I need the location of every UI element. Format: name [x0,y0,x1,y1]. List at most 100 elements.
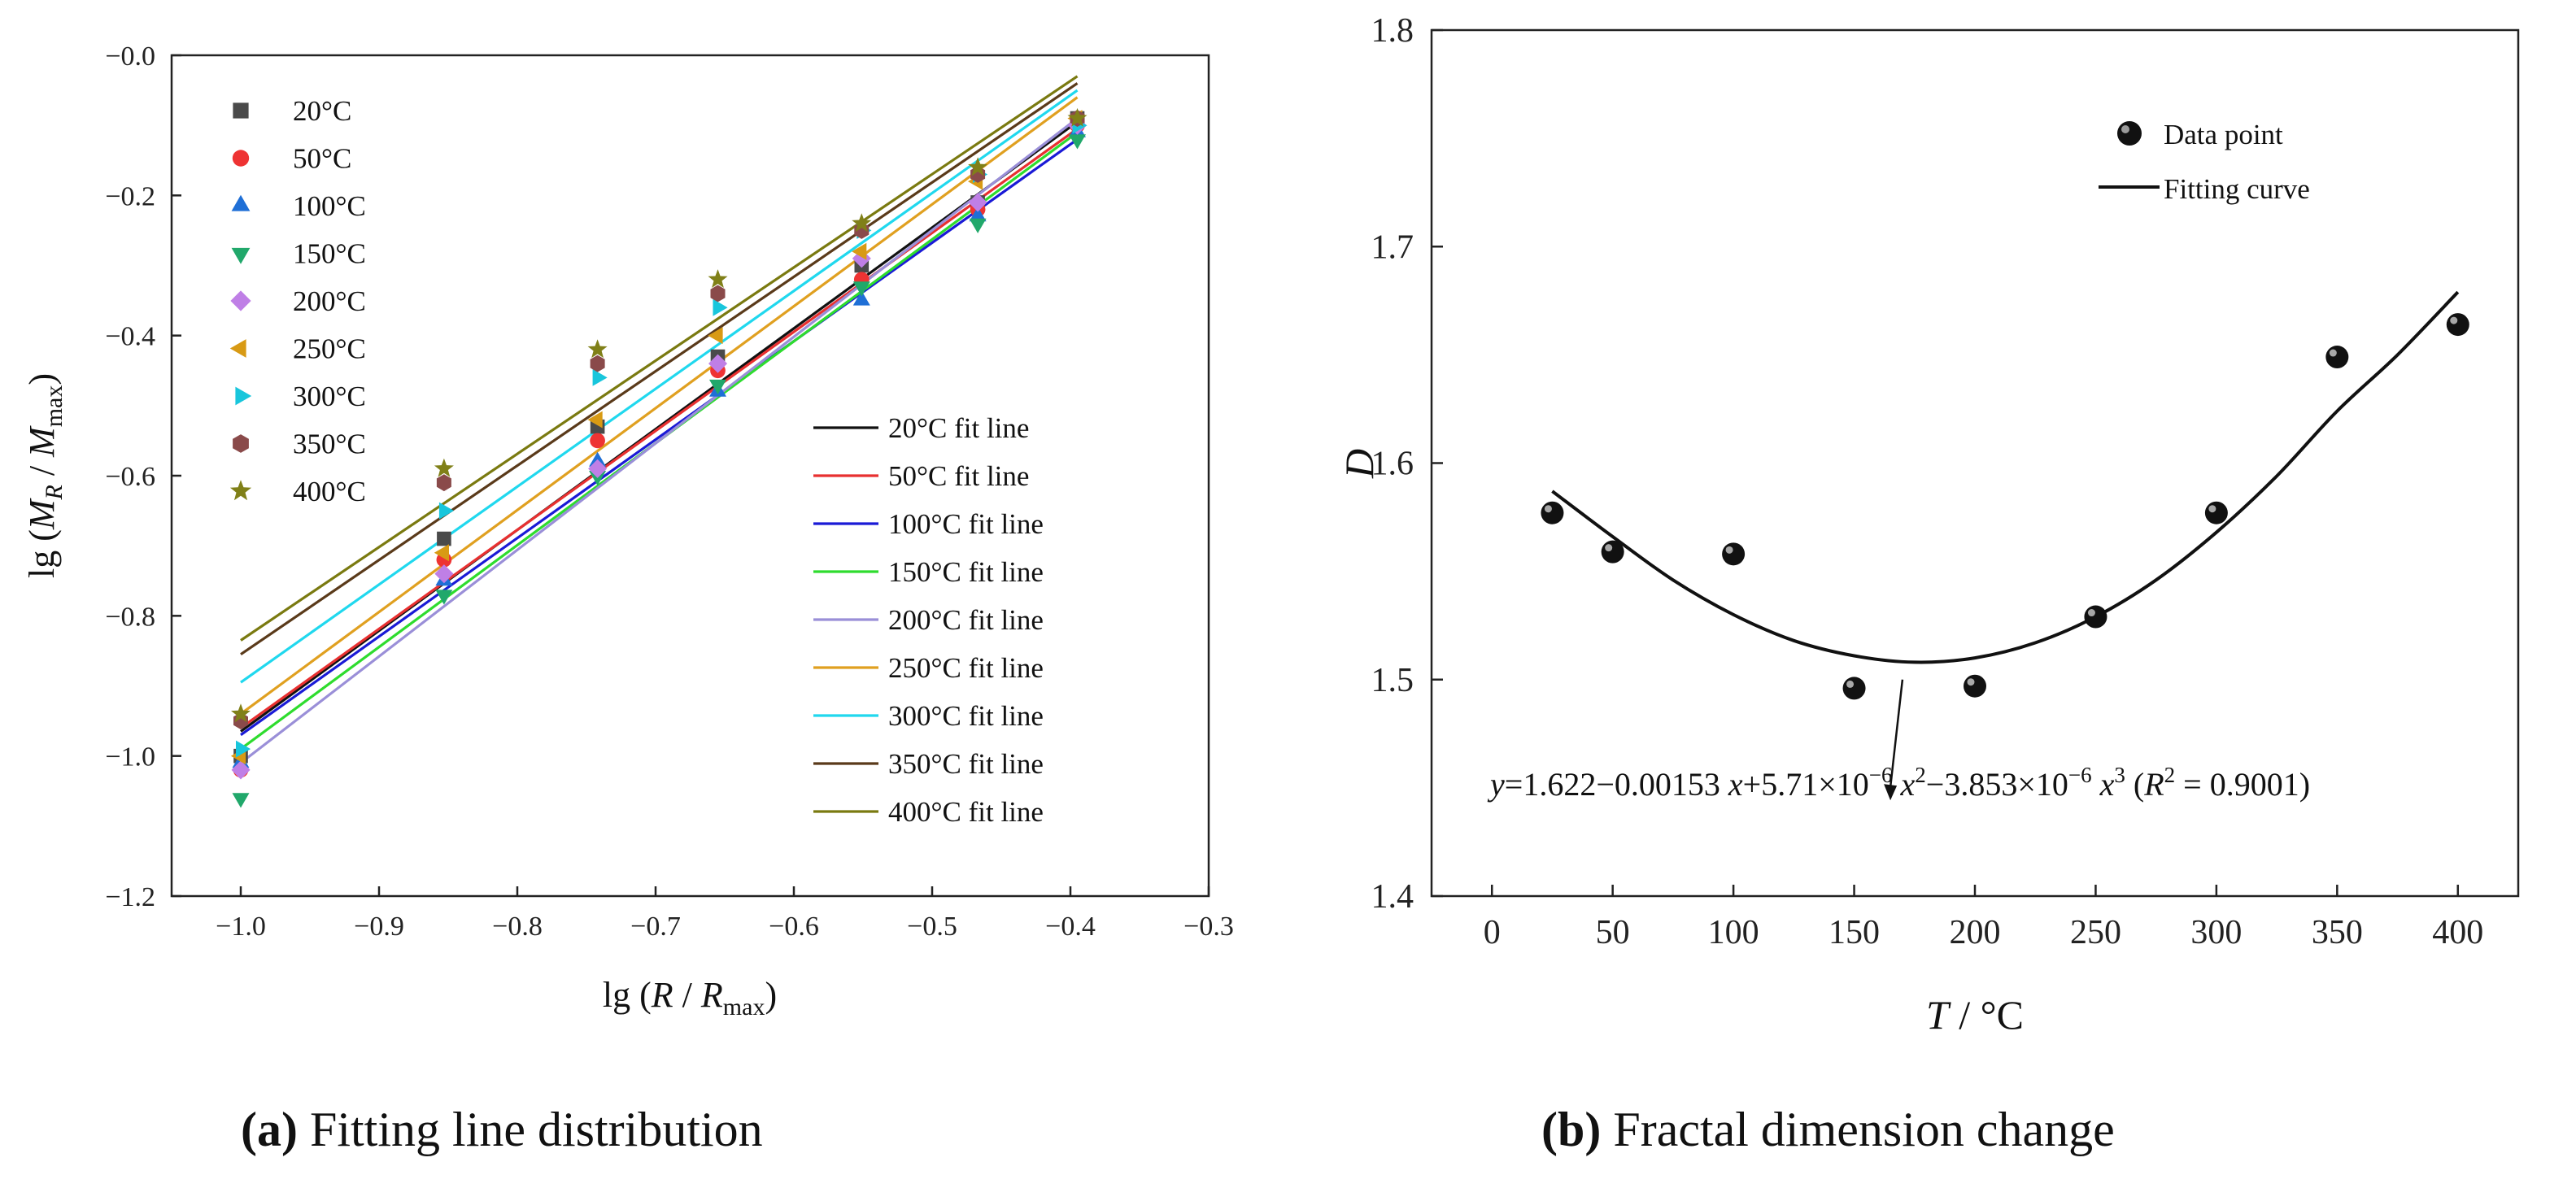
a-x-tick-label: −0.4 [1045,912,1096,942]
a-y-tick-label: −0.0 [105,41,155,72]
a-legend-line-label: 20°C fit line [888,412,1029,444]
b-x-axis-label: T / °C [1926,992,2024,1038]
a-legend-marker-3 [231,247,251,264]
a-point-6-3 [713,298,728,316]
a-fit-line-legend: 20°C fit line 50°C fit line 100°C fit line… [813,412,1044,828]
a-x-tick-label: −0.8 [492,912,543,942]
a-legend-marker-4 [230,290,251,311]
a-y-tick-label: −0.6 [105,462,155,492]
b-data-point-highlight [2329,349,2337,357]
a-x-tick-label: −1.0 [216,912,266,942]
a-y-tick-label: −1.0 [105,742,155,772]
a-point-0-1 [437,531,451,546]
a-legend-line-label: 150°C fit line [888,556,1044,588]
a-point-8-0 [231,703,251,723]
a-legend-line-label: 50°C fit line [888,460,1029,492]
b-data-point-highlight [1725,546,1733,554]
a-point-4-0 [231,760,251,780]
a-y-tick-label: −0.4 [105,322,155,352]
a-fit-lines-group [240,75,1079,764]
b-fitting-curve [1551,290,2460,664]
a-y-ticks: −0.0 −0.2 −0.4 −0.6 −0.8 −1.0 −1.2 [105,41,181,912]
b-legend: Data point Fitting curve [2099,119,2310,205]
b-x-tick-label: 100 [1708,914,1759,951]
b-x-tick-label: 150 [1828,914,1880,951]
b-legend-point-marker [2117,121,2142,146]
a-point-3-1 [435,590,453,605]
a-fit-line-7 [240,82,1079,656]
caption-a-id: (a) [241,1103,298,1156]
caption-b: (b) Fractal dimension change [1541,1102,2115,1158]
a-legend-line-label: 250°C fit line [888,652,1044,684]
a-x-tick-label: −0.3 [1183,912,1234,942]
a-markers-group [230,107,1087,808]
b-data-point-1 [1601,540,1624,564]
b-y-tick-label: 1.5 [1371,662,1414,699]
a-legend-marker-0 [233,102,249,119]
a-fit-line-1 [240,128,1079,729]
b-legend-fitting-curve: Fitting curve [2164,173,2310,205]
a-fit-line-8 [240,75,1079,642]
a-legend-marker-6 [235,386,252,406]
a-point-6-1 [438,502,454,520]
a-legend-marker-5 [229,339,246,358]
a-legend-marker-8 [229,480,252,501]
a-y-tick-label: −1.2 [105,882,155,912]
a-legend-marker-label: 20°C [293,95,351,127]
b-y-tick-label: 1.8 [1371,12,1414,50]
b-data-point-highlight [1605,544,1613,552]
a-legend-marker-label: 300°C [293,381,366,412]
b-x-tick-label: 200 [1950,914,2001,951]
a-point-5-4 [852,242,867,260]
a-x-tick-label: −0.5 [907,912,957,942]
a-fit-line-0 [240,120,1079,733]
a-legend-line-label: 100°C fit line [888,508,1044,540]
a-point-1-2 [590,433,605,449]
a-fit-line-2 [240,138,1079,737]
b-data-point-highlight [2450,316,2458,324]
a-point-7-2 [590,355,605,372]
a-legend-marker-label: 100°C [293,190,366,222]
a-x-tick-label: −0.6 [769,912,819,942]
b-x-tick-label: 50 [1596,914,1630,951]
a-point-2-4 [852,290,870,306]
a-legend-line-label: 400°C fit line [888,796,1044,828]
a-x-tick-label: −0.7 [630,912,681,942]
b-data-point-highlight [2208,505,2216,513]
b-data-point-highlight [1544,505,1552,513]
a-point-4-4 [852,249,871,268]
a-legend-marker-label: 250°C [293,333,366,365]
b-y-ticks: 1.4 1.5 1.6 1.7 1.8 [1371,12,1443,916]
a-point-3-5 [969,218,987,233]
a-point-4-3 [708,354,728,373]
a-x-ticks: −1.0 −0.9 −0.8 −0.7 −0.6 −0.5 −0.4 −0.3 [216,886,1234,942]
a-point-2-2 [589,451,607,467]
a-point-3-0 [232,793,250,808]
caption-b-text: Fractal dimension change [1601,1103,2115,1156]
a-legend-marker-1 [232,150,250,167]
a-point-3-6 [1069,134,1086,150]
a-marker-legend: 20°C 50°C 100°C 150°C 200°C 250°C 300°C 350°C 40… [229,95,366,507]
b-data-point-4 [1964,674,1986,698]
b-x-tick-label: 0 [1484,914,1501,951]
a-legend-marker-label: 150°C [293,238,366,270]
a-fit-line-5 [240,96,1079,716]
b-data-point-2 [1722,542,1746,566]
b-y-tick-label: 1.6 [1371,446,1414,483]
a-legend-marker-label: 350°C [293,429,366,460]
a-point-5-3 [708,327,723,345]
a-legend-marker-label: 400°C [293,476,366,507]
a-legend-marker-2 [231,194,251,211]
a-point-3-3 [709,379,726,395]
b-data-point-8 [2446,313,2469,337]
caption-a: (a) Fitting line distribution [241,1102,763,1158]
b-data-point-0 [1541,501,1564,524]
a-point-8-1 [434,458,454,477]
a-fit-line-4 [240,117,1079,764]
b-data-point-3 [1842,677,1866,700]
b-data-points [1541,313,2469,700]
b-x-tick-label: 400 [2432,914,2483,951]
a-y-tick-label: −0.8 [105,602,155,632]
b-x-tick-label: 300 [2190,914,2242,951]
